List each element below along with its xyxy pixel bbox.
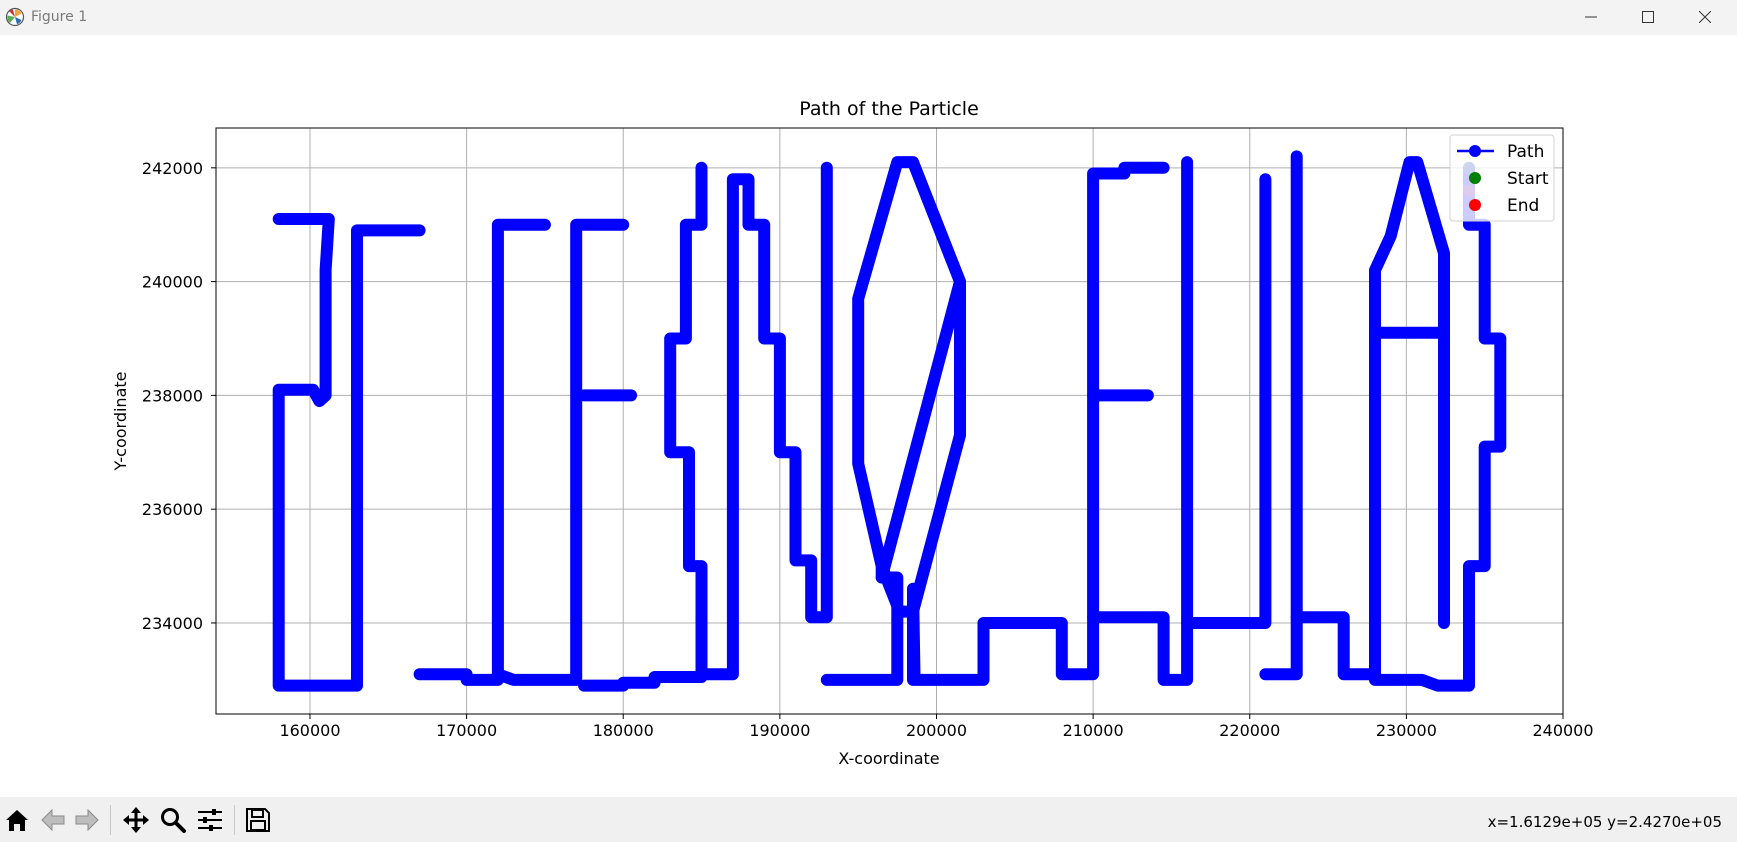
x-axis-ticks: 160000 170000 180000 190000 200000 210000 2200…: [279, 714, 1594, 740]
toolbar-separator: [234, 805, 235, 835]
path-segment: [820, 156, 966, 686]
path-segment: [413, 218, 551, 686]
pan-icon: [123, 807, 149, 833]
zoom-icon: [161, 808, 186, 833]
configure-subplots-button[interactable]: [193, 803, 227, 837]
legend-end-marker: [1469, 199, 1481, 211]
path-segment: [1181, 173, 1272, 629]
x-tick-label: 210000: [1063, 721, 1124, 740]
path-segment: [875, 275, 966, 584]
path-segment: [1369, 161, 1507, 692]
x-tick-label: 160000: [279, 721, 340, 740]
home-button[interactable]: [0, 803, 34, 837]
back-button[interactable]: [36, 803, 70, 837]
window-title: Figure 1: [31, 9, 88, 25]
chart-title: Path of the Particle: [799, 98, 979, 120]
path-segment: [272, 213, 426, 692]
y-tick-label: 242000: [142, 159, 203, 178]
x-tick-label: 200000: [906, 721, 967, 740]
cursor-coordinates: x=1.6129e+05 y=2.4270e+05: [1487, 813, 1722, 831]
save-icon: [246, 808, 270, 832]
figure-canvas[interactable]: 160000 170000 180000 190000 200000 210000 2200…: [0, 35, 1737, 797]
x-tick-label: 170000: [436, 721, 497, 740]
legend: Path Start End: [1449, 134, 1555, 222]
y-axis-label: Y-coordinate: [111, 372, 130, 472]
legend-path-marker: [1469, 145, 1481, 157]
path-segment: [1259, 150, 1303, 681]
y-tick-label: 238000: [142, 386, 203, 405]
close-button[interactable]: [1677, 0, 1733, 35]
x-tick-label: 240000: [1532, 721, 1593, 740]
forward-icon: [75, 808, 99, 832]
path-segment: [907, 161, 1170, 686]
zoom-button[interactable]: [156, 803, 190, 837]
x-tick-label: 180000: [593, 721, 654, 740]
pan-button[interactable]: [119, 803, 153, 837]
path-segment: [491, 218, 630, 686]
grid: [216, 128, 1564, 714]
legend-path-label: Path: [1507, 142, 1544, 162]
path-segment: [1290, 156, 1450, 681]
title-bar: Figure 1: [0, 0, 1737, 35]
home-icon: [6, 810, 28, 831]
minimize-button[interactable]: [1563, 0, 1619, 35]
configure-subplots-icon: [198, 809, 222, 831]
minimize-icon: [1585, 16, 1597, 18]
x-tick-label: 230000: [1376, 721, 1437, 740]
maximize-button[interactable]: [1620, 0, 1676, 35]
y-axis-ticks: 234000 236000 238000 240000 242000: [142, 159, 216, 633]
axes-frame: [215, 127, 1564, 715]
close-icon: [1699, 11, 1711, 23]
path-series: [272, 150, 1507, 692]
plot-svg[interactable]: 160000 170000 180000 190000 200000 210000 2200…: [0, 35, 1737, 797]
y-tick-label: 236000: [142, 500, 203, 519]
forward-button[interactable]: [70, 803, 104, 837]
save-button[interactable]: [241, 803, 275, 837]
maximize-icon: [1642, 11, 1654, 23]
x-tick-label: 190000: [749, 721, 810, 740]
legend-start-marker: [1469, 172, 1481, 184]
path-segment: [1087, 156, 1194, 686]
back-icon: [41, 808, 65, 832]
x-tick-label: 220000: [1219, 721, 1280, 740]
toolbar-separator: [110, 805, 111, 835]
navigation-toolbar: x=1.6129e+05 y=2.4270e+05: [0, 797, 1737, 842]
y-tick-label: 234000: [142, 614, 203, 633]
path-segment: [578, 161, 708, 692]
path-segment: [695, 161, 833, 681]
legend-end-label: End: [1507, 196, 1539, 216]
legend-start-label: Start: [1507, 169, 1549, 189]
y-tick-label: 240000: [142, 273, 203, 292]
x-axis-label: X-coordinate: [838, 749, 939, 768]
matplotlib-logo-icon: [5, 7, 25, 27]
